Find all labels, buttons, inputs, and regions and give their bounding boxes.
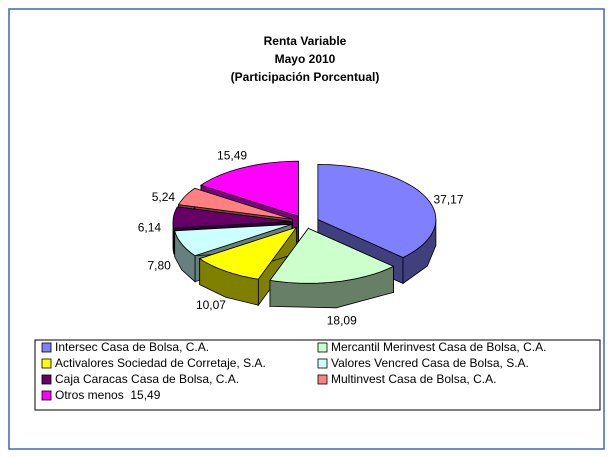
legend-swatch <box>41 358 52 369</box>
legend-swatch <box>41 342 52 353</box>
data-label: 7,80 <box>147 259 171 273</box>
legend-label: Mercantil Merinvest Casa de Bolsa, C.A. <box>331 340 546 354</box>
legend-label: Valores Vencred Casa de Bolsa, S.A. <box>331 356 529 370</box>
data-label: 37,17 <box>433 192 463 206</box>
legend-label: Multinvest Casa de Bolsa, C.A. <box>331 372 496 386</box>
chart-title: Mayo 2010 <box>275 52 336 66</box>
legend-swatch <box>317 358 328 369</box>
data-label: 6,14 <box>138 220 162 234</box>
slice <box>269 227 395 309</box>
legend-swatch <box>317 342 328 353</box>
legend-swatch <box>317 374 328 385</box>
legend-swatch <box>41 374 52 385</box>
slice-top <box>199 160 299 217</box>
legend-label: Otros menos 15,49 <box>55 388 161 402</box>
slice-top <box>177 187 293 220</box>
legend-label: Caja Caracas Casa de Bolsa, C.A. <box>55 372 239 386</box>
slice-top <box>269 227 395 284</box>
data-label: 18,09 <box>327 314 357 328</box>
chart-title: (Participación Porcentual) <box>231 70 380 84</box>
slice-top <box>198 226 298 280</box>
slice-top <box>174 223 293 257</box>
data-label: 15,49 <box>217 149 247 163</box>
slice <box>198 225 298 307</box>
legend-label: Intersec Casa de Bolsa, C.A. <box>55 340 209 354</box>
legend-swatch <box>41 390 52 401</box>
chart-title: Renta Variable <box>264 34 347 48</box>
legend-label: Activalores Sociedad de Corretaje, S.A. <box>55 356 266 370</box>
legend-box <box>34 339 601 411</box>
slice-top <box>317 163 437 258</box>
data-label: 10,07 <box>196 298 226 312</box>
data-label: 5,24 <box>152 190 176 204</box>
slice-top <box>172 206 292 229</box>
